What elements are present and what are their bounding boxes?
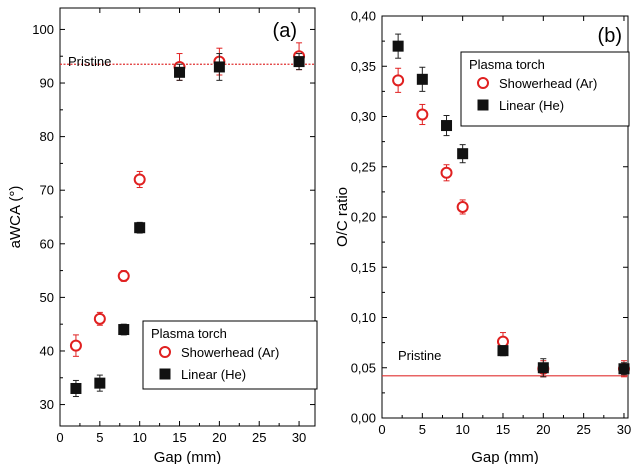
data-point-square — [94, 377, 106, 389]
y-axis-label: aWCA (°) — [7, 186, 24, 249]
y-tick-label: 50 — [40, 290, 54, 305]
x-tick-label: 30 — [292, 430, 306, 445]
x-tick-label: 0 — [56, 430, 63, 445]
data-point-square — [441, 120, 453, 132]
x-tick-label: 10 — [455, 422, 469, 437]
legend-entry: Linear (He) — [499, 98, 564, 113]
x-axis-label: Gap (mm) — [471, 449, 539, 464]
legend-title: Plasma torch — [151, 326, 227, 341]
legend-marker-square — [159, 368, 171, 380]
data-point-circle — [496, 335, 509, 348]
y-axis-label: O/C ratio — [334, 187, 351, 247]
data-point-square — [497, 345, 509, 357]
data-point-circle — [117, 269, 130, 282]
y-tick-label: 40 — [40, 343, 54, 358]
data-point-circle — [133, 173, 146, 186]
data-point-square — [134, 222, 146, 234]
y-tick-label: 0,30 — [351, 109, 376, 124]
data-point-square — [174, 66, 186, 78]
data-point-circle — [93, 312, 106, 325]
data-point-square — [457, 148, 469, 160]
x-tick-label: 15 — [496, 422, 510, 437]
data-point-square — [70, 382, 82, 394]
y-tick-label: 90 — [40, 76, 54, 91]
legend-entry: Showerhead (Ar) — [181, 345, 279, 360]
y-tick-label: 0,10 — [351, 310, 376, 325]
x-tick-label: 15 — [172, 430, 186, 445]
data-point-square — [416, 73, 428, 85]
x-tick-label: 0 — [378, 422, 385, 437]
legend-box — [460, 51, 630, 127]
data-point-square — [537, 362, 549, 374]
data-point-circle — [392, 74, 405, 87]
y-tick-label: 70 — [40, 183, 54, 198]
y-tick-label: 60 — [40, 236, 54, 251]
series-showerhead-ar — [69, 42, 306, 357]
x-tick-label: 25 — [576, 422, 590, 437]
y-tick-label: 0,15 — [351, 260, 376, 275]
x-tick-label: 20 — [212, 430, 226, 445]
data-point-circle — [440, 166, 453, 179]
legend-marker-circle — [477, 77, 489, 89]
chart-panel-b: 0 5 10 15 20 25 30 0,00 0,05 0,10 0,15 0,20 0,25 0,30… — [334, 9, 631, 464]
x-tick-label: 30 — [617, 422, 631, 437]
data-point-square — [213, 61, 225, 73]
x-tick-label: 10 — [132, 430, 146, 445]
chart-panel-a: 0 5 10 15 20 25 30 30 40 50 60 70 80 90 100 Gap (mm) aWC… — [7, 7, 318, 464]
legend-marker-circle — [159, 346, 171, 358]
series-linear-he — [392, 33, 630, 378]
legend: Plasma torch Showerhead (Ar) Linear (He) — [142, 320, 318, 390]
y-tick-label: 100 — [32, 22, 54, 37]
legend-title: Plasma torch — [469, 57, 545, 72]
pristine-label: Pristine — [68, 54, 111, 69]
legend-marker-square — [477, 99, 489, 111]
legend-entry: Showerhead (Ar) — [499, 76, 597, 91]
data-point-circle — [69, 339, 82, 352]
y-tick-label: 30 — [40, 397, 54, 412]
data-point-square — [618, 363, 630, 375]
series-linear-he — [70, 53, 305, 398]
data-point-square — [392, 40, 404, 52]
legend: Plasma torch Showerhead (Ar) Linear (He) — [460, 51, 630, 127]
data-point-circle — [456, 200, 469, 213]
x-tick-label: 20 — [536, 422, 550, 437]
y-tick-label: 0,25 — [351, 159, 376, 174]
pristine-label: Pristine — [398, 348, 441, 363]
x-tick-label: 5 — [419, 422, 426, 437]
data-point-square — [118, 324, 130, 336]
panel-label: (a) — [273, 20, 297, 42]
y-tick-label: 0,35 — [351, 59, 376, 74]
y-tick-label: 0,40 — [351, 9, 376, 24]
y-tick-label: 80 — [40, 129, 54, 144]
y-tick-label: 0,05 — [351, 360, 376, 375]
y-tick-label: 0,20 — [351, 210, 376, 225]
x-axis-label: Gap (mm) — [154, 449, 222, 464]
y-tick-label: 0,00 — [351, 411, 376, 426]
legend-box — [142, 320, 318, 390]
x-tick-label: 5 — [96, 430, 103, 445]
legend-entry: Linear (He) — [181, 367, 246, 382]
data-point-square — [293, 56, 305, 68]
panel-label: (b) — [598, 25, 622, 47]
x-tick-label: 25 — [252, 430, 266, 445]
data-point-circle — [416, 108, 429, 121]
